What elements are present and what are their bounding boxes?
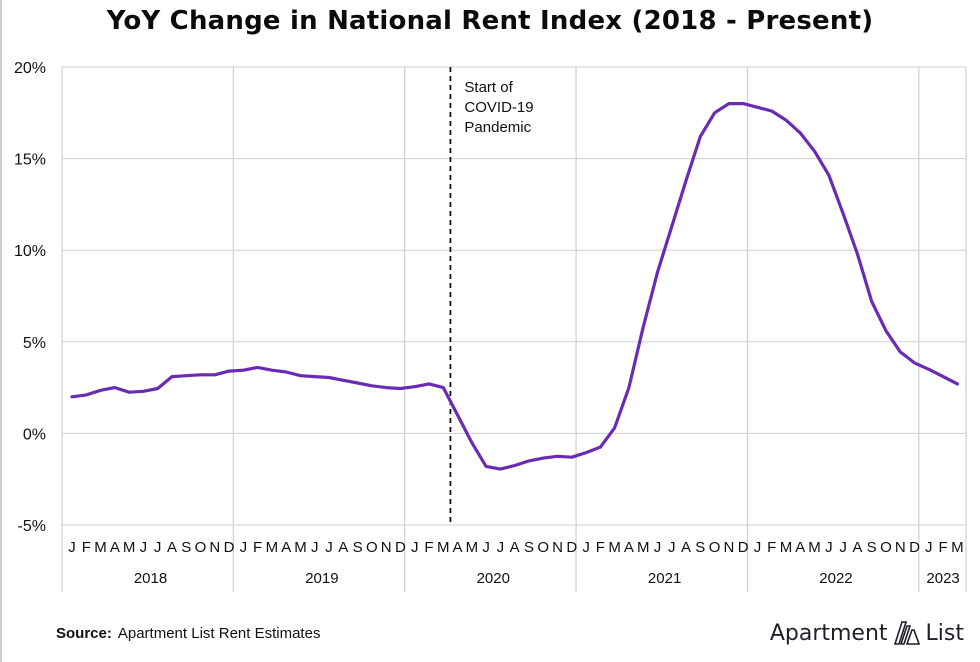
x-month-label: J <box>825 539 833 556</box>
x-month-label: J <box>325 539 333 556</box>
x-month-label: A <box>510 539 520 556</box>
x-month-label: F <box>596 539 605 556</box>
grid-lines <box>61 66 967 592</box>
x-month-label: D <box>909 539 920 556</box>
apartment-list-logo: Apartment List <box>770 618 964 648</box>
left-frame-line <box>0 0 2 662</box>
y-tick-label: 0% <box>23 426 46 443</box>
x-month-label: J <box>654 539 662 556</box>
annotation-text: Pandemic <box>464 119 531 136</box>
x-month-label: M <box>808 539 821 556</box>
covid-annotation: Start of COVID-19 Pandemic <box>449 67 534 525</box>
x-month-label: S <box>524 539 534 556</box>
x-month-label: F <box>938 539 947 556</box>
x-month-label: N <box>895 539 906 556</box>
x-month-label: M <box>951 539 964 556</box>
x-month-label: A <box>281 539 291 556</box>
x-month-label: J <box>839 539 847 556</box>
x-month-label: M <box>123 539 136 556</box>
x-month-label: M <box>608 539 621 556</box>
y-tick-label: -5% <box>18 518 46 535</box>
chart-title: YoY Change in National Rent Index (2018 … <box>106 6 874 36</box>
x-month-label: S <box>181 539 191 556</box>
x-month-label: J <box>411 539 419 556</box>
x-month-label: M <box>780 539 793 556</box>
x-month-label: O <box>195 539 207 556</box>
x-month-label: N <box>209 539 220 556</box>
y-tick-label: 5% <box>23 335 46 352</box>
rent-index-series-line <box>70 102 959 471</box>
x-month-label: M <box>437 539 450 556</box>
x-month-label: J <box>582 539 590 556</box>
x-month-label: D <box>395 539 406 556</box>
x-year-label: 2021 <box>648 570 681 587</box>
x-month-label: S <box>867 539 877 556</box>
x-month-label: J <box>497 539 505 556</box>
x-month-label: M <box>266 539 279 556</box>
source-note: Source: Apartment List Rent Estimates <box>56 625 320 642</box>
x-month-label: J <box>925 539 933 556</box>
x-month-label: N <box>381 539 392 556</box>
x-month-label: D <box>566 539 577 556</box>
x-month-label: J <box>311 539 319 556</box>
x-month-label: A <box>624 539 634 556</box>
x-month-label: J <box>68 539 76 556</box>
y-tick-label: 15% <box>14 152 46 169</box>
x-month-label: S <box>695 539 705 556</box>
x-month-label: M <box>637 539 650 556</box>
x-month-label: F <box>767 539 776 556</box>
x-year-label: 2020 <box>477 570 510 587</box>
y-tick-label: 10% <box>14 243 46 260</box>
x-month-label: D <box>738 539 749 556</box>
x-month-label: J <box>140 539 148 556</box>
x-month-label: J <box>482 539 490 556</box>
x-year-label: 2019 <box>305 570 338 587</box>
brand-text-right: List <box>925 620 964 646</box>
x-month-label: J <box>754 539 762 556</box>
x-year-label: 2022 <box>819 570 852 587</box>
x-month-label: O <box>880 539 892 556</box>
y-tick-label: 20% <box>14 60 46 77</box>
x-month-label: J <box>154 539 162 556</box>
x-month-label: N <box>723 539 734 556</box>
annotation-text: COVID-19 <box>464 99 533 116</box>
x-month-label: M <box>466 539 479 556</box>
x-month-label: O <box>537 539 549 556</box>
x-month-label: F <box>253 539 262 556</box>
x-month-label: J <box>240 539 248 556</box>
x-month-label: A <box>167 539 177 556</box>
source-label: Source: <box>56 625 112 642</box>
x-month-label: A <box>110 539 120 556</box>
x-year-label: 2023 <box>926 570 959 587</box>
x-month-label: A <box>795 539 805 556</box>
y-axis: 20% 15% 10% 5% 0% -5% <box>14 60 46 535</box>
x-month-label: A <box>453 539 463 556</box>
x-month-label: N <box>552 539 563 556</box>
x-month-label: M <box>294 539 307 556</box>
x-month-label: F <box>424 539 433 556</box>
source-text: Apartment List Rent Estimates <box>117 625 321 642</box>
apartment-list-logo-icon <box>893 621 920 645</box>
x-month-label: A <box>681 539 691 556</box>
x-month-label: O <box>709 539 721 556</box>
x-month-label: S <box>353 539 363 556</box>
annotation-text: Start of <box>464 79 513 96</box>
x-month-label: F <box>82 539 91 556</box>
x-month-label: O <box>366 539 378 556</box>
x-month-label: J <box>668 539 676 556</box>
x-month-label: A <box>338 539 348 556</box>
brand-text-left: Apartment <box>769 620 888 646</box>
x-year-label: 2018 <box>134 570 167 587</box>
x-month-label: D <box>224 539 235 556</box>
x-month-label: A <box>852 539 862 556</box>
x-month-label: M <box>94 539 107 556</box>
